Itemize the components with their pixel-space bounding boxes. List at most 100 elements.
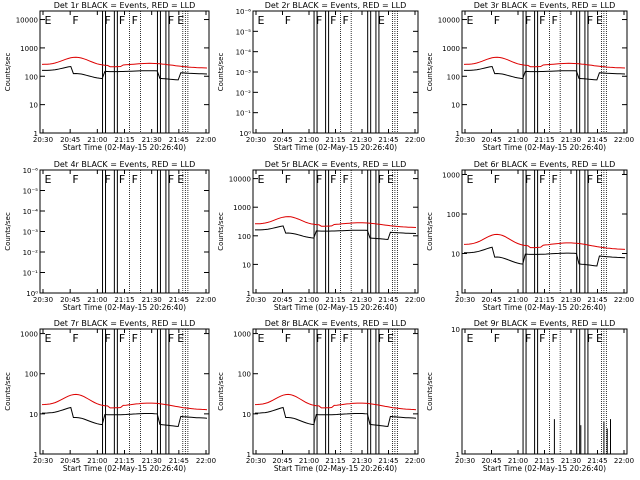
y-tick-label: 100: [238, 233, 251, 241]
flag-label: F: [285, 14, 291, 27]
events-series-line: [255, 406, 417, 428]
y-axis-label: Counts/sec: [426, 212, 434, 251]
x-tick-label: 21:45: [378, 296, 398, 304]
y-tick-label: 10⁻⁵: [236, 28, 252, 36]
y-axis-label: Counts/sec: [217, 372, 225, 411]
x-tick-label: 21:15: [114, 457, 134, 465]
flag-label: F: [72, 14, 78, 27]
lld-series-line: [255, 216, 417, 228]
flag-label: F: [168, 332, 174, 345]
lld-series-line: [463, 56, 626, 69]
flag-label: F: [525, 173, 531, 186]
y-tick-label: 10: [29, 411, 38, 419]
x-tick-label: 21:45: [587, 136, 607, 144]
x-tick-label: 20:45: [60, 136, 80, 144]
x-tick-label: 21:15: [114, 296, 134, 304]
y-tick-label: 10: [242, 411, 251, 419]
x-tick-label: 20:45: [272, 296, 292, 304]
x-tick-label: 21:15: [534, 457, 554, 465]
x-tick-label: 21:15: [325, 457, 345, 465]
y-tick-label: 1: [34, 451, 38, 459]
x-tick-label: 21:00: [87, 457, 107, 465]
flag-label: F: [494, 14, 500, 27]
y-tick-label: 10⁻³: [23, 229, 39, 237]
events-series-line: [464, 65, 626, 81]
y-tick-label: 1: [34, 130, 38, 138]
flag-label: E: [257, 173, 264, 186]
x-axis-label: Start Time (02-May-15 20:26:40): [483, 143, 606, 152]
flag-label: F: [551, 332, 557, 345]
flag-label: F: [342, 173, 348, 186]
x-axis-label: Start Time (02-May-15 20:26:40): [483, 303, 606, 312]
y-tick-label: 1000: [442, 172, 460, 180]
panel-title: Det 6r BLACK = Events, RED = LLD: [474, 160, 616, 169]
x-axis-label: Start Time (02-May-15 20:26:40): [63, 143, 186, 152]
x-tick-label: 20:45: [272, 457, 292, 465]
y-tick-label: 100: [447, 73, 460, 81]
x-tick-label: 21:30: [352, 296, 372, 304]
x-tick-label: 20:30: [455, 296, 475, 304]
lld-series-line: [463, 233, 626, 250]
flag-label: F: [316, 332, 322, 345]
flag-label: F: [168, 14, 174, 27]
y-tick-label: 10⁻⁴: [236, 49, 252, 57]
y-tick-label: 10⁻⁵: [23, 188, 39, 196]
x-tick-label: 20:30: [246, 457, 266, 465]
plot-frame: [252, 328, 419, 455]
x-tick-label: 20:30: [33, 136, 53, 144]
y-tick-label: 10⁻¹: [23, 270, 39, 278]
y-tick-label: 1000: [20, 45, 38, 53]
flag-label: E: [177, 332, 184, 345]
flag-label: F: [132, 173, 138, 186]
flag-label: F: [72, 173, 78, 186]
flag-label: F: [378, 332, 384, 345]
flag-label: F: [378, 173, 384, 186]
x-tick-label: 22:00: [405, 296, 425, 304]
lld-series-line: [41, 56, 208, 69]
flag-label: F: [168, 173, 174, 186]
flag-label: F: [119, 173, 125, 186]
x-axis-label: Start Time (02-May-15 20:26:40): [274, 143, 397, 152]
y-axis-label: Counts/sec: [4, 53, 12, 92]
flag-label: F: [539, 173, 545, 186]
y-tick-label: 10: [242, 261, 251, 269]
x-tick-label: 21:30: [561, 136, 581, 144]
y-tick-label: 10: [451, 326, 460, 334]
x-tick-label: 21:30: [142, 136, 162, 144]
flag-label: F: [105, 332, 111, 345]
x-tick-label: 20:30: [455, 457, 475, 465]
panel-title: Det 1r BLACK = Events, RED = LLD: [54, 1, 196, 10]
y-tick-label: 10: [451, 102, 460, 110]
flag-label: E: [466, 332, 473, 345]
flag-label: F: [132, 14, 138, 27]
lld-series-line: [41, 393, 208, 411]
flag-label: F: [551, 14, 557, 27]
x-tick-label: 21:00: [87, 136, 107, 144]
plot-frame: [252, 10, 419, 134]
x-tick-label: 21:45: [169, 136, 189, 144]
x-tick-label: 21:15: [114, 136, 134, 144]
x-tick-label: 22:00: [614, 136, 634, 144]
plot-frame: [252, 169, 419, 294]
x-tick-label: 20:30: [455, 136, 475, 144]
plot-frame: [461, 10, 628, 134]
flag-label: F: [525, 332, 531, 345]
flag-label: E: [177, 14, 184, 27]
plot-frame: [39, 10, 210, 134]
flag-label: F: [539, 332, 545, 345]
y-tick-label: 1000: [233, 204, 251, 212]
plot-frame: [39, 328, 210, 455]
x-axis-label: Start Time (02-May-15 20:26:40): [63, 303, 186, 312]
flag-label: F: [539, 14, 545, 27]
x-tick-label: 20:30: [246, 136, 266, 144]
x-tick-label: 22:00: [614, 296, 634, 304]
y-tick-label: 1: [247, 290, 251, 298]
flag-label: F: [342, 14, 348, 27]
panel-title: Det 4r BLACK = Events, RED = LLD: [54, 160, 196, 169]
flag-label: E: [387, 332, 394, 345]
